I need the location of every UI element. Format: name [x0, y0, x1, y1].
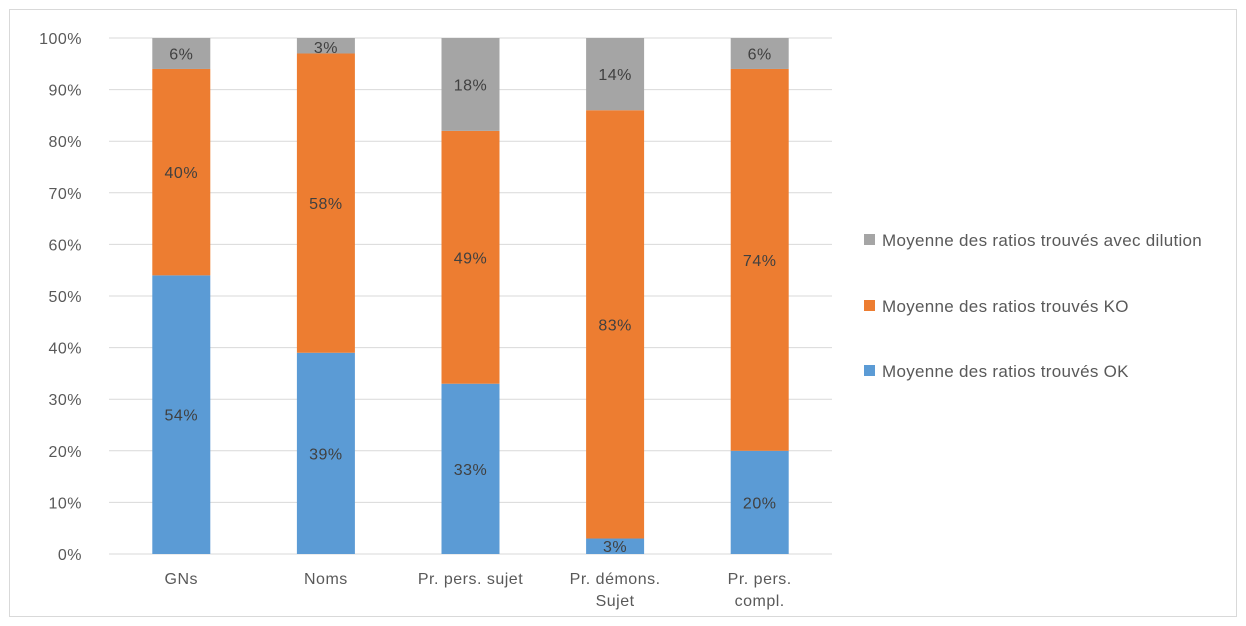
y-tick-label: 70% [48, 186, 82, 203]
data-label: 74% [743, 253, 777, 270]
y-tick-label: 80% [48, 134, 82, 151]
legend-swatch [864, 234, 875, 245]
legend-swatch [864, 300, 875, 311]
y-tick-label: 90% [48, 83, 82, 100]
data-label: 18% [454, 77, 488, 94]
x-tick-label: Pr. pers. [728, 571, 792, 588]
x-tick-label: compl. [735, 593, 785, 610]
bar-segment [586, 538, 645, 554]
x-tick-label: GNs [165, 571, 199, 588]
bar-segment [441, 383, 500, 554]
x-tick-label: Sujet [596, 593, 635, 610]
bar-segment [441, 38, 500, 131]
y-tick-label: 100% [39, 31, 82, 48]
bar-segment [730, 450, 789, 554]
legend-item: Moyenne des ratios trouvés OK [864, 359, 1222, 385]
x-tick-label: Pr. pers. sujet [418, 571, 523, 588]
legend-label: Moyenne des ratios trouvés KO [882, 297, 1129, 316]
data-label: 3% [314, 40, 338, 57]
legend-swatch [864, 365, 875, 376]
data-label: 33% [454, 462, 488, 479]
legend-label: Moyenne des ratios trouvés OK [882, 362, 1129, 381]
y-tick-label: 40% [48, 341, 82, 358]
bar-segment [296, 38, 355, 54]
x-tick-label: Noms [304, 571, 348, 588]
bar-segment [152, 38, 211, 69]
bar-segment [296, 352, 355, 554]
data-label: 20% [743, 495, 777, 512]
data-label: 3% [603, 539, 627, 556]
bar-segment [296, 53, 355, 353]
data-label: 6% [748, 46, 772, 63]
data-label: 54% [165, 408, 199, 425]
y-tick-label: 20% [48, 444, 82, 461]
bar-segment [152, 68, 211, 276]
data-label: 58% [309, 196, 343, 213]
bar-segment [586, 110, 645, 539]
y-tick-label: 30% [48, 392, 82, 409]
y-tick-label: 60% [48, 237, 82, 254]
chart-frame [9, 9, 1237, 617]
y-tick-label: 0% [58, 547, 82, 564]
y-tick-label: 10% [48, 495, 82, 512]
bar-segment [730, 38, 789, 69]
bar-segment [441, 130, 500, 384]
data-label: 49% [454, 250, 488, 267]
bar-segment [586, 38, 645, 111]
legend-item: Moyenne des ratios trouvés KO [864, 294, 1222, 320]
legend-item: Moyenne des ratios trouvés avec dilution [864, 228, 1212, 254]
legend-label: Moyenne des ratios trouvés avec dilution [882, 231, 1203, 250]
bar-segment [152, 275, 211, 554]
data-label: 39% [309, 446, 343, 463]
data-label: 14% [598, 67, 632, 84]
x-tick-label: Pr. démons. [570, 571, 661, 588]
bar-segment [730, 68, 789, 451]
data-label: 83% [598, 317, 632, 334]
data-label: 6% [169, 46, 193, 63]
y-tick-label: 50% [48, 289, 82, 306]
data-label: 40% [165, 165, 199, 182]
